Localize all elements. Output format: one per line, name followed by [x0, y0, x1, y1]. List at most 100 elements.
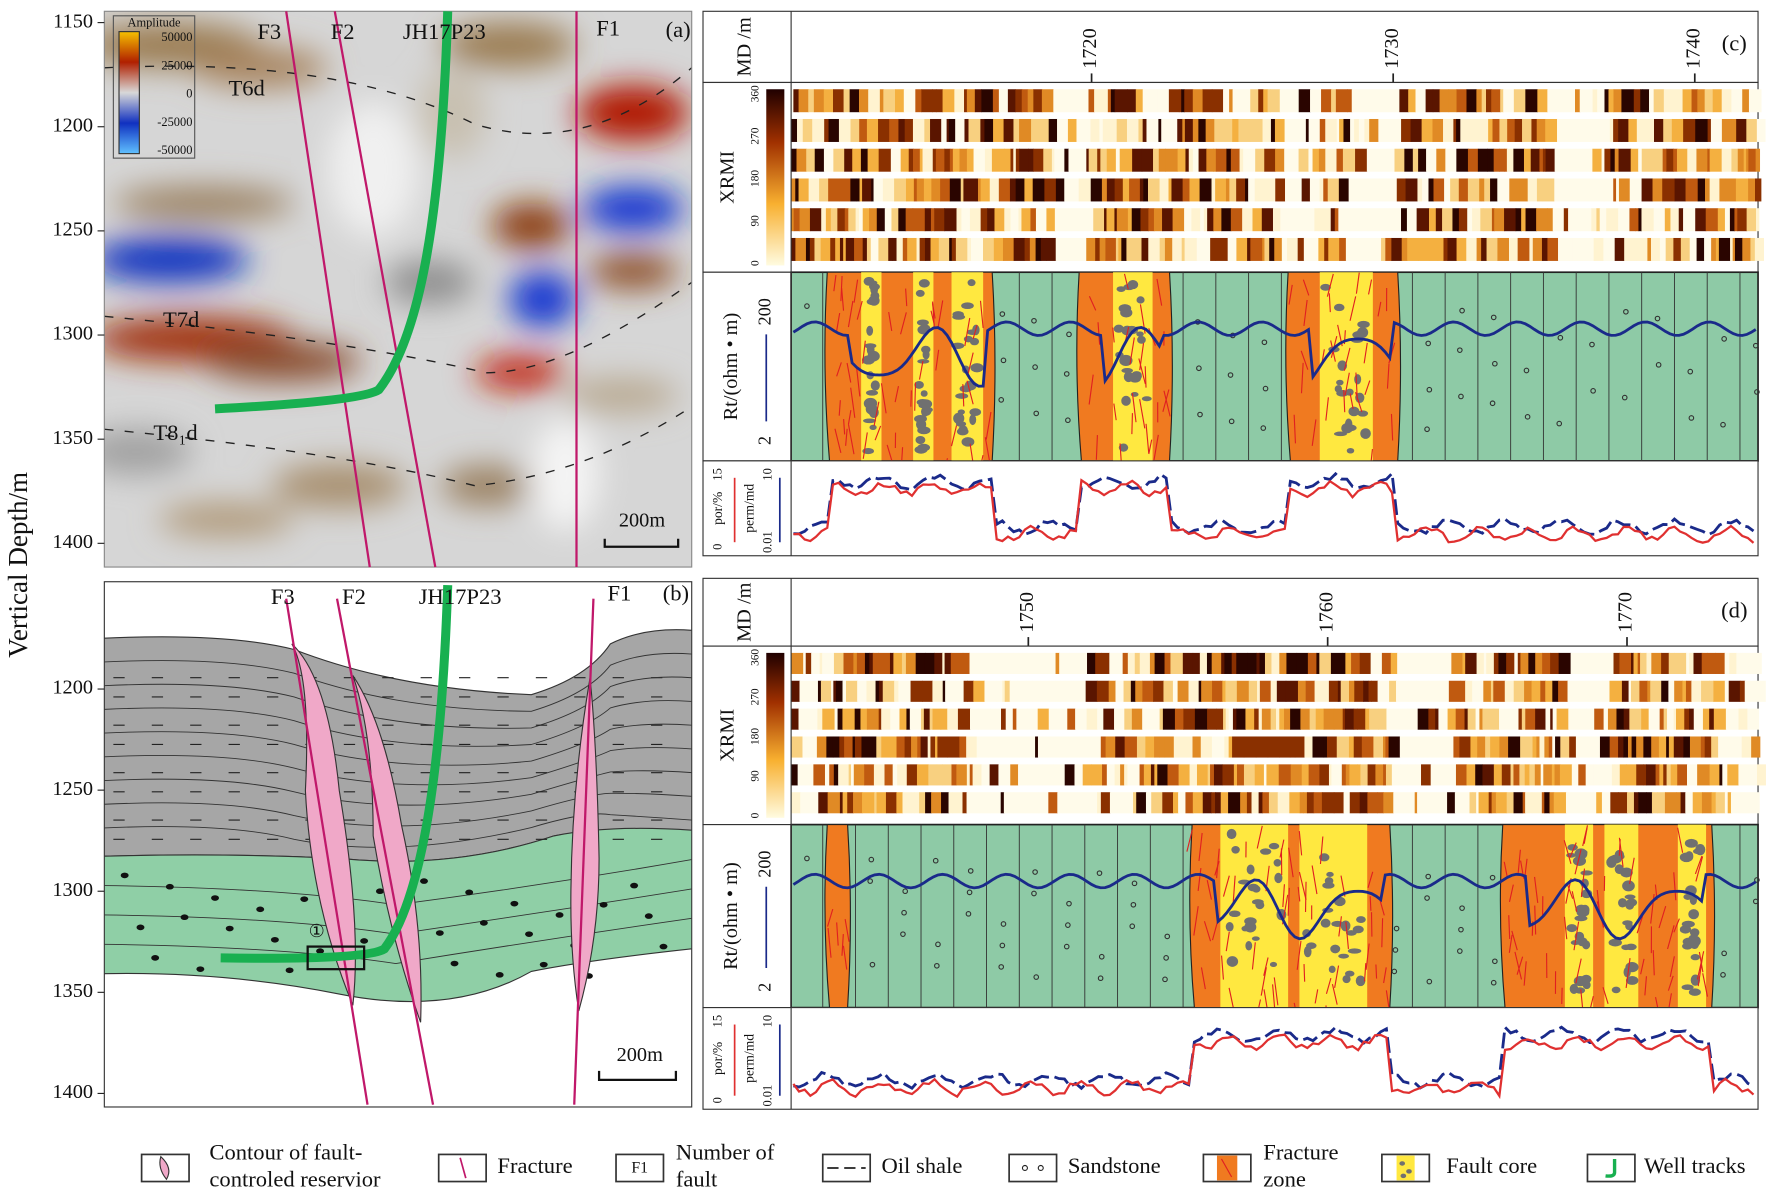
fracture	[1222, 875, 1230, 897]
xrmi-pixel	[843, 652, 854, 674]
xrmi-pixel	[1221, 652, 1225, 674]
xrmi-pixel	[1275, 652, 1280, 674]
fracture	[1311, 865, 1318, 895]
track-label: perm/md	[742, 484, 757, 533]
xrmi-pixel	[1296, 652, 1309, 674]
core-clast	[866, 390, 879, 396]
xrmi-pixel	[1691, 89, 1698, 113]
colorbar-tick-label: 25000	[161, 58, 192, 72]
horizons	[104, 65, 692, 487]
fracture	[1144, 366, 1147, 388]
xrmi-pixel	[1090, 178, 1103, 202]
xrmi-pixel	[876, 208, 886, 232]
core-clast	[961, 437, 975, 447]
xrmi-pixel	[876, 792, 887, 814]
xrmi-pixel	[1551, 764, 1556, 786]
xrmi-pixel	[1281, 237, 1288, 261]
xrmi-pixel	[1157, 89, 1170, 113]
xrmi-pixel	[1384, 178, 1398, 202]
amplitude-blob	[104, 237, 249, 283]
xrmi-pixel	[1715, 792, 1726, 814]
xrmi-pixel	[984, 680, 998, 702]
xrmi-pixel	[981, 764, 991, 786]
xrmi-pixel	[1534, 764, 1542, 786]
xrmi-pixel	[1391, 237, 1403, 261]
xrmi-pixel	[908, 148, 914, 172]
xrmi-pixel	[1500, 89, 1504, 113]
icon-clast	[1400, 1173, 1407, 1179]
xrmi-pixel	[1545, 118, 1558, 142]
xrmi-pixel	[1730, 237, 1734, 261]
xrmi-pixel	[1250, 89, 1259, 113]
xrmi-pixel	[1750, 237, 1756, 261]
xrmi-pixel	[942, 89, 955, 113]
xrmi-pixel	[1514, 652, 1519, 674]
panel-c: MD /m 1720 1730 1740 (c)XRMI090180270360Rt/(…	[702, 10, 1766, 557]
xrmi-pixel	[1388, 89, 1400, 113]
sand-grain	[525, 931, 534, 937]
xrmi-pixel	[1303, 792, 1308, 814]
xrmi-pixel	[1727, 764, 1739, 786]
icon-frac	[1220, 1158, 1233, 1178]
xrmi-pixel	[1450, 178, 1460, 202]
xrmi-pixel	[791, 237, 796, 261]
core-clast	[1116, 286, 1126, 292]
xrmi-pixel	[912, 118, 925, 142]
xrmi-pixel	[1100, 792, 1111, 814]
fracture	[1583, 827, 1588, 844]
xrmi-pixel	[1127, 652, 1136, 674]
xrmi-pixel	[798, 178, 810, 202]
xrmi-pixel	[1493, 148, 1500, 172]
legend-label: Fault core	[1446, 1153, 1537, 1178]
fracture	[1386, 363, 1390, 389]
xrmi-pixel	[1121, 237, 1127, 261]
xrmi-pixel	[1207, 708, 1217, 730]
xrmi-pixel	[1664, 208, 1672, 232]
core-clast	[1130, 392, 1139, 397]
xrmi-pixel	[1549, 792, 1555, 814]
xrmi-pixel	[924, 208, 932, 232]
xrmi-pixel	[1146, 118, 1159, 142]
panel-label: (a)	[666, 17, 691, 42]
xrmi-pixel	[1709, 680, 1714, 702]
xrmi-pixel	[847, 792, 854, 814]
xrmi-pixel	[973, 148, 986, 172]
xrmi-pixel	[1227, 237, 1237, 261]
fracture	[1696, 951, 1705, 980]
xrmi-pixel	[1462, 652, 1466, 674]
xrmi-pixel	[898, 118, 906, 142]
xrmi-pixel	[1613, 652, 1620, 674]
xrmi-pixel	[1755, 178, 1762, 202]
core-clast	[1260, 848, 1272, 855]
colorbar-tick-label: -50000	[157, 143, 192, 157]
xrmi-pixel	[1513, 89, 1526, 113]
rt-tick-label: 200	[754, 298, 774, 325]
legend-label: controled reservior	[209, 1167, 381, 1192]
xrmi-pixel	[1659, 764, 1664, 786]
xrmi-pixel	[1522, 792, 1526, 814]
core-clast	[1566, 924, 1578, 933]
xrmi-pixel	[927, 736, 932, 758]
xrmi-pixel	[1711, 792, 1717, 814]
xrmi-pixel	[1547, 208, 1554, 232]
fracture	[1644, 976, 1648, 996]
xrmi-pixel	[1139, 652, 1151, 674]
xrmi-pixel	[1575, 736, 1585, 758]
xrmi-pixel	[1407, 708, 1419, 730]
xrmi-pixel	[1153, 148, 1160, 172]
xrmi-pixel	[1335, 89, 1348, 113]
xrmi-pixel	[1206, 148, 1215, 172]
xrmi-pixel	[1674, 680, 1683, 702]
xrmi-pixel	[1731, 148, 1739, 172]
xrmi-pixel	[1304, 736, 1314, 758]
y-axis-label: Vertical Depth/m	[3, 472, 33, 658]
xrmi-pixel	[1258, 89, 1264, 113]
xrmi-pixel	[823, 89, 834, 113]
xrmi-pixel	[1411, 736, 1422, 758]
xrmi-pixel	[1590, 118, 1595, 142]
xrmi-pixel	[1650, 237, 1661, 261]
xrmi-pixel	[1289, 736, 1296, 758]
core-clast	[1225, 921, 1234, 932]
xrmi-pixel	[791, 652, 804, 674]
fracture	[1088, 296, 1097, 311]
